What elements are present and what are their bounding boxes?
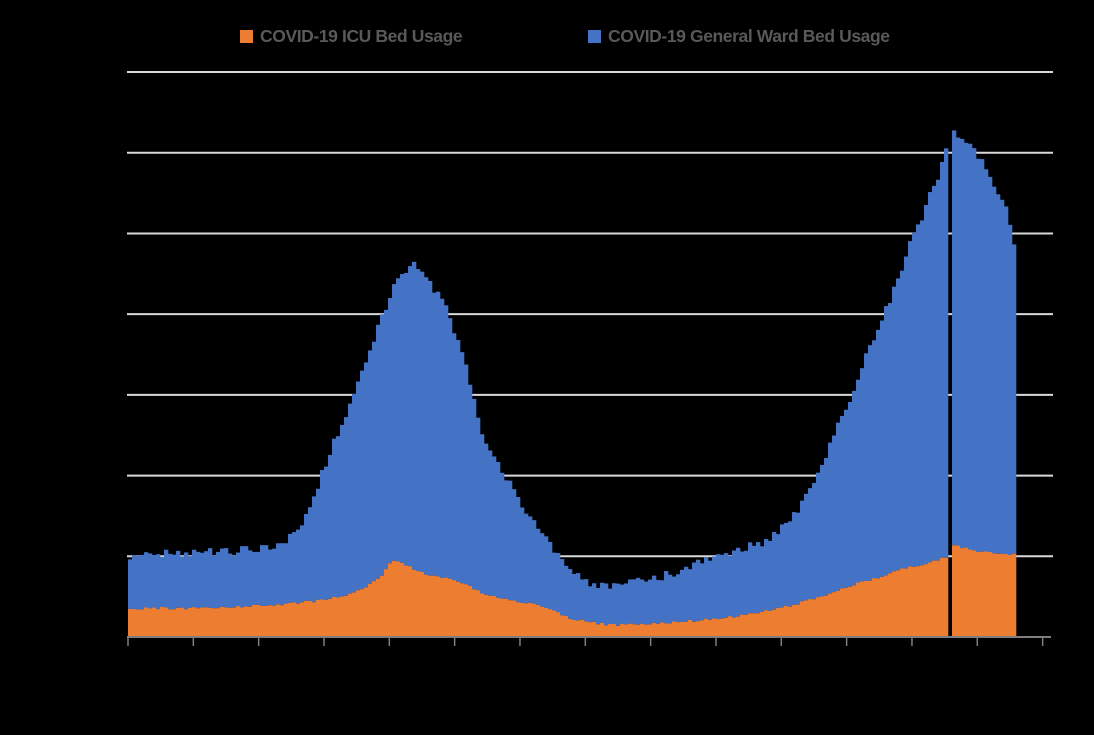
x-axis	[127, 636, 1051, 646]
gridlines	[127, 71, 1053, 558]
legend: COVID-19 ICU Bed Usage COVID-19 General …	[0, 0, 1094, 56]
legend-label-general-ward: COVID-19 General Ward Bed Usage	[608, 26, 890, 46]
general-ward-series-swatch-icon	[588, 30, 601, 43]
icu-series-swatch-icon	[240, 30, 253, 43]
bars-layer	[128, 130, 1017, 637]
legend-label-icu: COVID-19 ICU Bed Usage	[260, 26, 463, 46]
legend-item-general-ward: COVID-19 General Ward Bed Usage	[588, 26, 890, 47]
legend-item-icu: COVID-19 ICU Bed Usage	[240, 26, 463, 47]
